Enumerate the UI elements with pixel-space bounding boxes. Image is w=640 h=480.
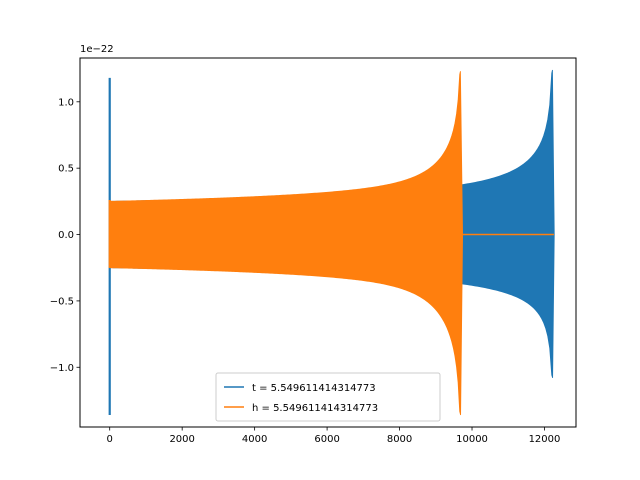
- legend: t = 5.549611414314773 h = 5.5496114143147…: [215, 372, 441, 422]
- y-tick-label: −0.5: [50, 296, 74, 307]
- y-axis: −1.0 −0.5 0.0 0.5 1.0: [50, 97, 80, 374]
- series-band: [109, 71, 463, 416]
- x-tick-label: 4000: [242, 434, 267, 445]
- y-tick-label: −1.0: [50, 363, 74, 374]
- x-tick-label: 0: [107, 434, 113, 445]
- legend-box: [215, 372, 441, 422]
- x-tick-label: 10000: [456, 434, 488, 445]
- legend-label: h = 5.549611414314773: [252, 403, 378, 414]
- y-offset-label: 1e−22: [80, 44, 114, 55]
- legend-label: t = 5.549611414314773: [252, 383, 376, 394]
- y-tick-label: 0.5: [58, 164, 74, 175]
- y-tick-label: 0.0: [58, 230, 74, 241]
- x-tick-label: 6000: [314, 434, 339, 445]
- x-tick-label: 8000: [387, 434, 412, 445]
- x-tick-label: 12000: [529, 434, 561, 445]
- x-tick-label: 2000: [169, 434, 194, 445]
- y-tick-label: 1.0: [58, 97, 74, 108]
- x-axis: 0 2000 4000 6000 8000 10000 12000: [107, 427, 561, 445]
- series-h: [108, 71, 554, 416]
- plot-frame: [79, 57, 577, 428]
